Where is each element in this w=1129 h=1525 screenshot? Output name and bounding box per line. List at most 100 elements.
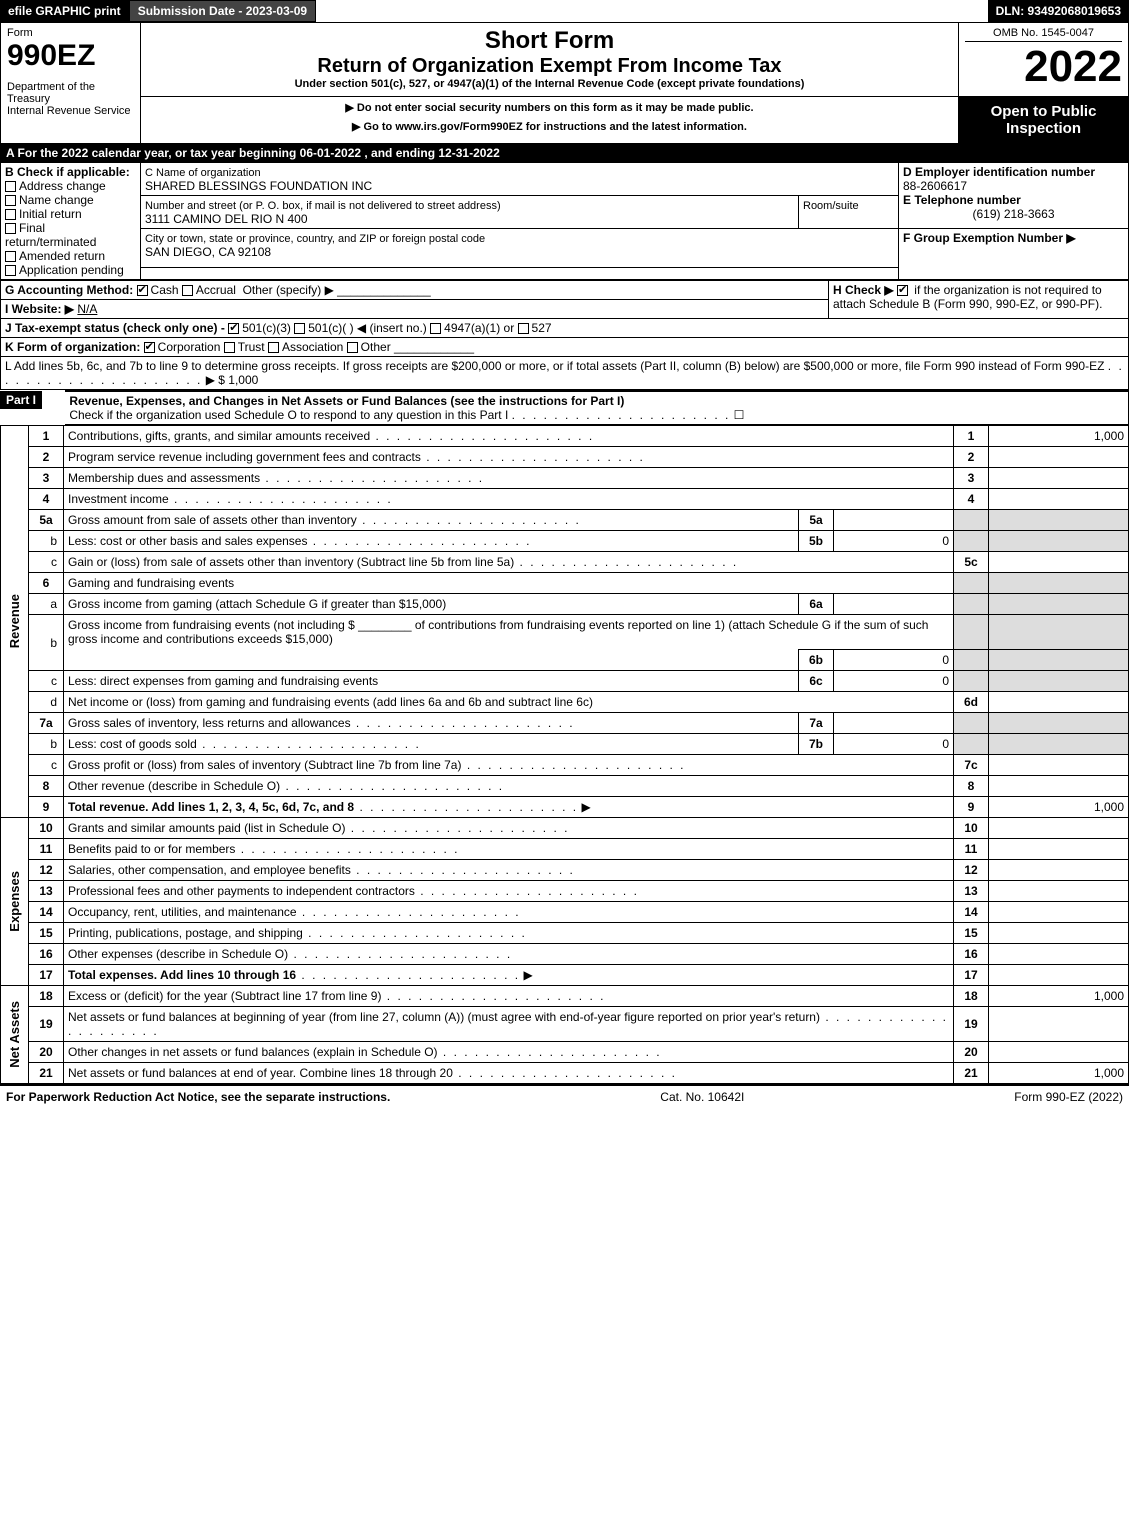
l5c-desc: Gain or (loss) from sale of assets other… bbox=[68, 555, 514, 569]
l6a-mn: 6a bbox=[799, 594, 834, 615]
l12-num: 12 bbox=[29, 860, 64, 881]
l15-desc: Printing, publications, postage, and shi… bbox=[68, 926, 303, 940]
tax-year: 2022 bbox=[965, 42, 1122, 92]
l20-rn: 20 bbox=[954, 1042, 989, 1063]
cb-address-change[interactable] bbox=[5, 181, 16, 192]
submission-date: Submission Date - 2023-03-09 bbox=[129, 0, 316, 22]
box-c-addr-label: Number and street (or P. O. box, if mail… bbox=[145, 200, 501, 212]
goto-link[interactable]: ▶ Go to www.irs.gov/Form990EZ for instru… bbox=[147, 120, 952, 133]
l5a-num: 5a bbox=[29, 510, 64, 531]
street-address: 3111 CAMINO DEL RIO N 400 bbox=[145, 212, 308, 226]
l18-desc: Excess or (deficit) for the year (Subtra… bbox=[68, 989, 381, 1003]
open-public-inspection: Open to Public Inspection bbox=[959, 97, 1128, 143]
cb-cash[interactable] bbox=[137, 285, 148, 296]
l7c-val bbox=[989, 755, 1129, 776]
l7c-desc: Gross profit or (loss) from sales of inv… bbox=[68, 758, 461, 772]
cb-501c[interactable] bbox=[294, 323, 305, 334]
cb-4947[interactable] bbox=[430, 323, 441, 334]
box-d-label: D Employer identification number bbox=[903, 165, 1095, 179]
l13-rn: 13 bbox=[954, 881, 989, 902]
accrual-label: Accrual bbox=[196, 283, 236, 297]
box-k-label: K Form of organization: bbox=[5, 340, 140, 354]
cb-527[interactable] bbox=[518, 323, 529, 334]
dept-treasury: Department of the Treasury bbox=[7, 81, 134, 105]
l15-rn: 15 bbox=[954, 923, 989, 944]
l21-desc: Net assets or fund balances at end of ye… bbox=[68, 1066, 453, 1080]
form-number: 990EZ bbox=[7, 39, 134, 73]
cb-final-return[interactable] bbox=[5, 223, 16, 234]
l6b-num: b bbox=[29, 615, 64, 671]
under-section: Under section 501(c), 527, or 4947(a)(1)… bbox=[147, 78, 952, 90]
l7b-desc: Less: cost of goods sold bbox=[68, 737, 197, 751]
cb-schedule-b[interactable] bbox=[897, 285, 908, 296]
l21-num: 21 bbox=[29, 1063, 64, 1084]
cb-assoc[interactable] bbox=[268, 342, 279, 353]
l8-num: 8 bbox=[29, 776, 64, 797]
box-c-name-label: C Name of organization bbox=[145, 167, 261, 179]
website: N/A bbox=[77, 302, 97, 316]
l18-rn: 18 bbox=[954, 986, 989, 1007]
section-netassets: Net Assets bbox=[5, 997, 24, 1072]
l2-rn: 2 bbox=[954, 447, 989, 468]
l6-desc: Gaming and fundraising events bbox=[64, 573, 954, 594]
l17-arrow: ▶ bbox=[523, 968, 532, 982]
return-title: Return of Organization Exempt From Incom… bbox=[147, 55, 952, 78]
cb-name-change-label: Name change bbox=[19, 193, 94, 207]
l4-val bbox=[989, 489, 1129, 510]
opt-trust: Trust bbox=[238, 340, 265, 354]
l18-num: 18 bbox=[29, 986, 64, 1007]
opt-527: 527 bbox=[532, 321, 552, 335]
l10-rn: 10 bbox=[954, 818, 989, 839]
l6c-mn: 6c bbox=[799, 671, 834, 692]
l2-num: 2 bbox=[29, 447, 64, 468]
l6b-mv: 0 bbox=[834, 650, 954, 671]
part1-checkbox[interactable]: ☐ bbox=[734, 408, 745, 422]
l13-desc: Professional fees and other payments to … bbox=[68, 884, 415, 898]
cb-name-change[interactable] bbox=[5, 195, 16, 206]
other-label: Other (specify) ▶ bbox=[243, 283, 334, 297]
cb-501c3[interactable] bbox=[228, 323, 239, 334]
l13-num: 13 bbox=[29, 881, 64, 902]
l2-desc: Program service revenue including govern… bbox=[68, 450, 421, 464]
l6d-num: d bbox=[29, 692, 64, 713]
l6c-num: c bbox=[29, 671, 64, 692]
l6a-num: a bbox=[29, 594, 64, 615]
l5b-mn: 5b bbox=[799, 531, 834, 552]
ein: 88-2606617 bbox=[903, 179, 967, 193]
l2-val bbox=[989, 447, 1129, 468]
footer-left: For Paperwork Reduction Act Notice, see … bbox=[6, 1090, 390, 1104]
l19-desc: Net assets or fund balances at beginning… bbox=[68, 1010, 820, 1024]
section-revenue: Revenue bbox=[5, 590, 24, 652]
cb-address-change-label: Address change bbox=[19, 179, 106, 193]
top-bar: efile GRAPHIC print Submission Date - 20… bbox=[0, 0, 1129, 22]
cb-final-return-label: Final return/terminated bbox=[5, 221, 96, 249]
l7c-rn: 7c bbox=[954, 755, 989, 776]
room-suite-label: Room/suite bbox=[803, 200, 859, 212]
short-form-title: Short Form bbox=[147, 27, 952, 55]
cb-application-pending-label: Application pending bbox=[19, 263, 124, 277]
cb-accrual[interactable] bbox=[182, 285, 193, 296]
l8-val bbox=[989, 776, 1129, 797]
efile-print[interactable]: efile GRAPHIC print bbox=[0, 0, 129, 22]
box-f-label: F Group Exemption Number ▶ bbox=[903, 231, 1076, 245]
l12-desc: Salaries, other compensation, and employ… bbox=[68, 863, 351, 877]
l16-num: 16 bbox=[29, 944, 64, 965]
l6b-desc1: Gross income from fundraising events (no… bbox=[68, 618, 355, 632]
cb-amended[interactable] bbox=[5, 251, 16, 262]
l9-desc: Total revenue. Add lines 1, 2, 3, 4, 5c,… bbox=[68, 800, 354, 814]
part1-title: Revenue, Expenses, and Changes in Net As… bbox=[69, 394, 624, 408]
l5c-val bbox=[989, 552, 1129, 573]
cb-application-pending[interactable] bbox=[5, 265, 16, 276]
cb-initial-return[interactable] bbox=[5, 209, 16, 220]
box-l-amount: ▶ $ 1,000 bbox=[206, 373, 259, 387]
org-name: SHARED BLESSINGS FOUNDATION INC bbox=[145, 179, 372, 193]
l8-rn: 8 bbox=[954, 776, 989, 797]
cb-other-org[interactable] bbox=[347, 342, 358, 353]
telephone: (619) 218-3663 bbox=[903, 207, 1124, 221]
form-header: Form 990EZ Department of the Treasury In… bbox=[0, 22, 1129, 144]
cb-trust[interactable] bbox=[224, 342, 235, 353]
part1-header: Part I Revenue, Expenses, and Changes in… bbox=[0, 390, 1129, 425]
l7c-num: c bbox=[29, 755, 64, 776]
cb-corp[interactable] bbox=[144, 342, 155, 353]
l6c-mv: 0 bbox=[834, 671, 954, 692]
